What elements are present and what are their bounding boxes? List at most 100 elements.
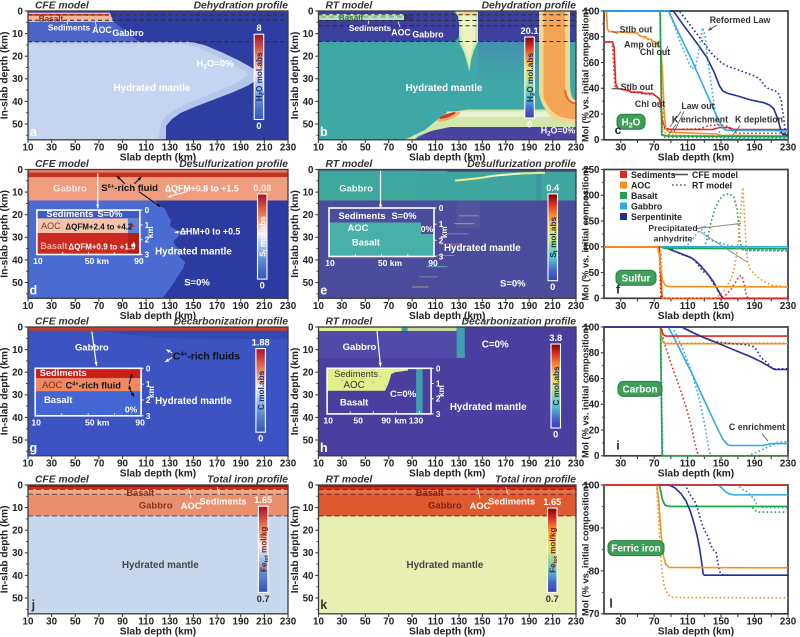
svg-text:S6+-rich fluid: S6+-rich fluid bbox=[101, 183, 158, 194]
svg-text:In-slab depth (km): In-slab depth (km) bbox=[0, 348, 11, 436]
svg-text:50: 50 bbox=[12, 278, 23, 289]
svg-text:0: 0 bbox=[146, 364, 151, 373]
svg-text:100: 100 bbox=[583, 6, 600, 17]
svg-text:210: 210 bbox=[256, 458, 273, 469]
svg-text:190: 190 bbox=[746, 458, 763, 469]
svg-text:190: 190 bbox=[746, 142, 763, 153]
svg-text:30: 30 bbox=[336, 458, 347, 469]
svg-text:ΔQFM+2.4 to +4.2: ΔQFM+2.4 to +4.2 bbox=[65, 223, 133, 232]
svg-text:0: 0 bbox=[18, 322, 24, 333]
svg-text:40: 40 bbox=[12, 97, 23, 108]
svg-text:90: 90 bbox=[381, 415, 391, 425]
svg-text:Sediments: Sediments bbox=[46, 209, 93, 219]
svg-text:90: 90 bbox=[117, 458, 128, 469]
svg-text:Gabbro: Gabbro bbox=[112, 28, 144, 38]
svg-text:0: 0 bbox=[308, 480, 314, 491]
svg-text:H2O: H2O bbox=[622, 117, 641, 129]
svg-text:St mol.abs: St mol.abs bbox=[258, 216, 269, 257]
svg-text:Basalt: Basalt bbox=[352, 238, 380, 248]
svg-text:30: 30 bbox=[303, 548, 314, 559]
svg-text:ΔQFM+0.8 to +1.5: ΔQFM+0.8 to +1.5 bbox=[165, 183, 239, 193]
svg-text:230: 230 bbox=[780, 301, 797, 312]
svg-text:170: 170 bbox=[209, 458, 226, 469]
svg-text:Amp out: Amp out bbox=[624, 40, 660, 50]
svg-text:Sediments: Sediments bbox=[334, 369, 378, 379]
svg-text:40: 40 bbox=[589, 84, 600, 95]
svg-text:150: 150 bbox=[185, 616, 202, 627]
svg-text:10: 10 bbox=[12, 503, 23, 514]
svg-text:110: 110 bbox=[428, 616, 444, 627]
svg-text:In-slab depth (km): In-slab depth (km) bbox=[0, 506, 11, 594]
svg-text:50: 50 bbox=[360, 142, 371, 153]
svg-text:130: 130 bbox=[451, 301, 468, 312]
svg-text:Hydrated mantle: Hydrated mantle bbox=[407, 560, 484, 571]
svg-text:In-slab depth (km): In-slab depth (km) bbox=[290, 32, 301, 120]
svg-text:Hydrated mantle: Hydrated mantle bbox=[406, 83, 483, 94]
svg-text:10: 10 bbox=[313, 301, 324, 312]
svg-text:Basalt: Basalt bbox=[40, 241, 67, 251]
svg-text:70: 70 bbox=[383, 458, 394, 469]
svg-text:10: 10 bbox=[303, 503, 314, 514]
svg-text:AOC: AOC bbox=[631, 181, 651, 191]
svg-text:Slab depth (km): Slab depth (km) bbox=[120, 152, 196, 163]
svg-text:Slab depth (km): Slab depth (km) bbox=[409, 468, 485, 479]
svg-text:0.7: 0.7 bbox=[257, 594, 270, 604]
svg-text:S=0%: S=0% bbox=[500, 279, 526, 290]
svg-text:190: 190 bbox=[233, 301, 250, 312]
svg-text:Slab depth (km): Slab depth (km) bbox=[658, 626, 734, 637]
svg-text:Basalt: Basalt bbox=[340, 397, 369, 408]
svg-text:70: 70 bbox=[93, 142, 104, 153]
svg-text:80: 80 bbox=[589, 348, 600, 359]
svg-text:20: 20 bbox=[589, 425, 600, 436]
svg-text:50: 50 bbox=[70, 301, 81, 312]
svg-text:30: 30 bbox=[615, 458, 626, 469]
svg-text:230: 230 bbox=[568, 616, 585, 627]
svg-text:190: 190 bbox=[233, 616, 250, 627]
svg-text:0: 0 bbox=[308, 6, 314, 17]
svg-text:40: 40 bbox=[303, 255, 314, 266]
svg-text:Gabbro: Gabbro bbox=[428, 500, 462, 511]
svg-text:g: g bbox=[29, 441, 37, 455]
svg-text:2: 2 bbox=[436, 395, 441, 404]
svg-text:c: c bbox=[615, 123, 622, 137]
svg-text:0: 0 bbox=[256, 121, 261, 131]
svg-text:Slab depth (km): Slab depth (km) bbox=[409, 626, 485, 637]
svg-text:Sulfur: Sulfur bbox=[622, 273, 651, 284]
svg-text:40: 40 bbox=[12, 571, 23, 582]
svg-text:km: km bbox=[147, 386, 156, 398]
svg-text:130: 130 bbox=[162, 458, 179, 469]
svg-text:50: 50 bbox=[70, 142, 81, 153]
svg-text:20.1: 20.1 bbox=[520, 26, 538, 36]
svg-text:AOC: AOC bbox=[41, 221, 61, 231]
svg-text:210: 210 bbox=[544, 458, 561, 469]
svg-text:150: 150 bbox=[474, 616, 491, 627]
svg-text:170: 170 bbox=[498, 616, 515, 627]
svg-text:AOC: AOC bbox=[42, 380, 62, 390]
svg-text:230: 230 bbox=[780, 458, 797, 469]
svg-text:210: 210 bbox=[544, 142, 561, 153]
svg-text:50: 50 bbox=[12, 119, 23, 130]
svg-text:50: 50 bbox=[303, 593, 314, 604]
svg-text:l: l bbox=[609, 596, 612, 610]
svg-text:100: 100 bbox=[583, 242, 600, 253]
svg-text:10: 10 bbox=[313, 142, 324, 153]
svg-text:H2O mol.abs: H2O mol.abs bbox=[255, 52, 266, 101]
svg-text:20: 20 bbox=[303, 210, 314, 221]
svg-text:Slab depth (km): Slab depth (km) bbox=[120, 468, 196, 479]
svg-text:90: 90 bbox=[117, 142, 128, 153]
svg-text:km: km bbox=[440, 226, 449, 238]
svg-text:110: 110 bbox=[680, 301, 696, 312]
svg-text:0: 0 bbox=[594, 451, 600, 462]
svg-text:130: 130 bbox=[451, 142, 468, 153]
svg-text:50: 50 bbox=[303, 435, 314, 446]
svg-text:Dehydration profile: Dehydration profile bbox=[194, 1, 289, 12]
svg-text:200: 200 bbox=[583, 191, 600, 202]
svg-text:km: km bbox=[394, 415, 407, 425]
svg-text:150: 150 bbox=[474, 458, 491, 469]
svg-text:1.65: 1.65 bbox=[254, 495, 272, 505]
svg-text:3: 3 bbox=[145, 251, 150, 260]
svg-text:In-slab depth (km): In-slab depth (km) bbox=[0, 32, 11, 120]
svg-text:0: 0 bbox=[436, 364, 441, 373]
svg-text:130: 130 bbox=[162, 301, 179, 312]
svg-text:ΔHM+0 to +0.5: ΔHM+0 to +0.5 bbox=[180, 227, 241, 237]
